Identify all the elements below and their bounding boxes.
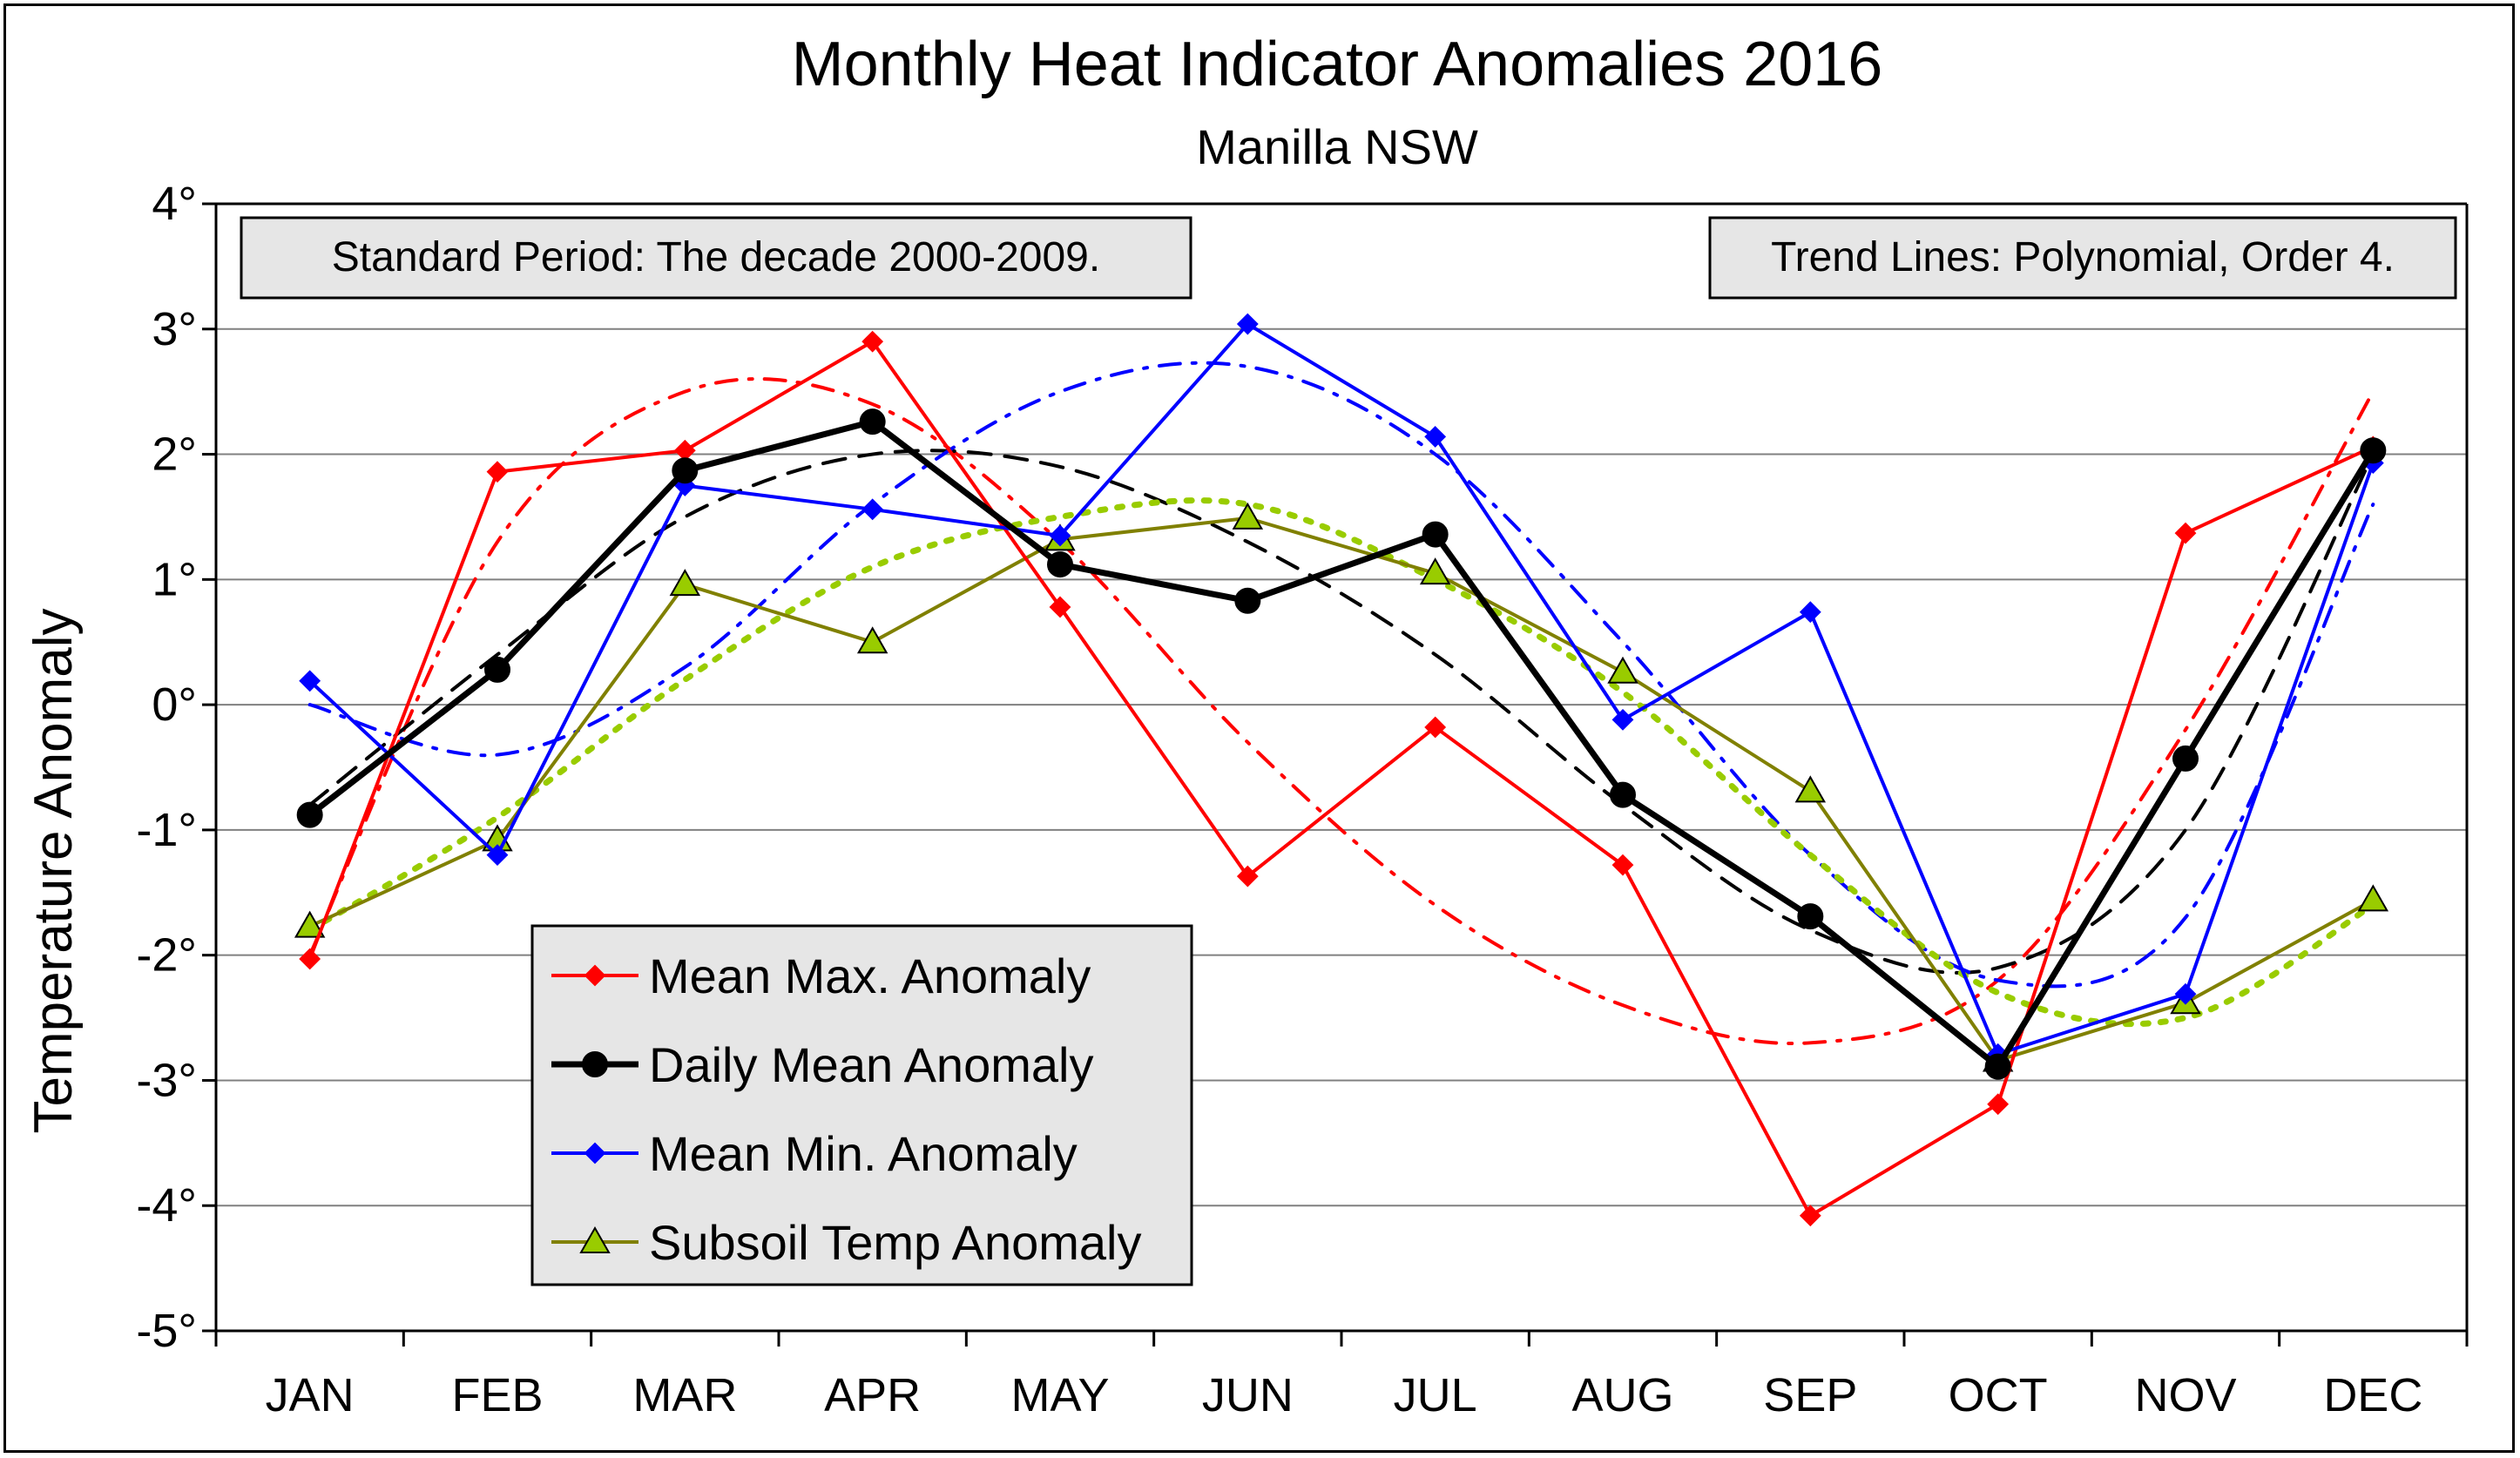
- legend-label: Mean Max. Anomaly: [649, 948, 1091, 1003]
- x-tick-label: OCT: [1949, 1369, 2048, 1421]
- data-point: [2357, 884, 2389, 912]
- trend-line: [307, 361, 2375, 989]
- data-point: [2174, 522, 2197, 544]
- legend-label: Subsoil Temp Anomaly: [649, 1215, 1142, 1270]
- data-point: [1610, 781, 1636, 808]
- data-point: [296, 801, 323, 828]
- series-lines: [294, 313, 2389, 1227]
- trend-lines-note-text: Trend Lines: Polynomial, Order 4.: [1771, 234, 2395, 280]
- data-point: [1424, 426, 1447, 448]
- data-point: [856, 626, 888, 654]
- y-tick-label: 0°: [152, 678, 197, 731]
- standard-period-note: Standard Period: The decade 2000-2009.: [240, 216, 1192, 300]
- data-point: [669, 569, 701, 597]
- data-point: [2360, 437, 2387, 464]
- x-tick-label: FEB: [451, 1369, 543, 1421]
- data-point: [584, 1142, 606, 1164]
- data-point: [1799, 1205, 1821, 1227]
- y-tick-label: 1°: [152, 553, 197, 605]
- x-tick-label: NOV: [2134, 1369, 2236, 1421]
- series-line: [307, 418, 2376, 1070]
- series-line: [308, 516, 2375, 1063]
- y-axis-label: Temperature Anomaly: [24, 608, 84, 1133]
- data-point: [1049, 596, 1071, 618]
- data-point: [1049, 524, 1071, 547]
- data-point: [1422, 521, 1449, 548]
- legend-label: Mean Min. Anomaly: [649, 1126, 1078, 1181]
- data-point: [1234, 587, 1261, 614]
- trend-lines-note: Trend Lines: Polynomial, Order 4.: [1708, 216, 2457, 300]
- tick-labels: 4° 3° 2° 1° 0° -1° -2° -3° -4° -5° JAN FEB MAR APR MAY…: [136, 178, 2422, 1421]
- data-point: [1611, 708, 1634, 731]
- data-point: [486, 461, 509, 483]
- data-point: [1607, 656, 1638, 684]
- y-tick-label: 2°: [152, 429, 197, 481]
- legend: Mean Max. Anomaly Daily Mean Anomaly Mean …: [530, 924, 1193, 1286]
- data-point: [2174, 982, 2197, 1005]
- x-tick-label: SEP: [1763, 1369, 1857, 1421]
- x-tick-label: AUG: [1571, 1369, 1673, 1421]
- data-point: [1799, 601, 1821, 624]
- data-point: [673, 439, 696, 462]
- data-point: [1232, 502, 1264, 530]
- trend-line: [307, 449, 2375, 975]
- data-point: [861, 330, 884, 353]
- y-tick-label: 4°: [152, 178, 197, 230]
- y-tick-label: -4°: [136, 1179, 197, 1232]
- data-point: [861, 498, 884, 521]
- data-point: [1047, 551, 1073, 578]
- series-line: [308, 322, 2375, 1056]
- data-point: [1984, 1053, 2011, 1080]
- data-point: [1424, 716, 1447, 739]
- data-point: [1797, 903, 1824, 930]
- x-tick-label: JAN: [266, 1369, 355, 1421]
- data-point: [672, 457, 699, 484]
- data-point: [1611, 854, 1634, 876]
- data-point: [299, 948, 321, 970]
- y-tick-label: -2°: [136, 929, 197, 982]
- x-tick-label: DEC: [2323, 1369, 2422, 1421]
- x-tick-label: APR: [824, 1369, 921, 1421]
- axes: [202, 202, 2469, 1347]
- data-point: [584, 964, 606, 987]
- data-point: [1987, 1093, 2010, 1116]
- x-tick-label: JUN: [1202, 1369, 1294, 1421]
- standard-period-note-text: Standard Period: The decade 2000-2009.: [332, 234, 1100, 280]
- data-point: [1236, 865, 1259, 888]
- data-point: [1236, 313, 1259, 335]
- data-point: [859, 408, 886, 435]
- data-point: [299, 670, 321, 692]
- chart-title: Monthly Heat Indicator Anomalies 2016: [792, 30, 1883, 99]
- x-tick-label: JUL: [1394, 1369, 1477, 1421]
- legend-label: Daily Mean Anomaly: [649, 1037, 1093, 1092]
- data-point: [1419, 557, 1451, 585]
- x-tick-label: MAR: [632, 1369, 737, 1421]
- legend-box: [530, 924, 1193, 1286]
- data-point: [582, 1051, 608, 1077]
- data-point: [294, 910, 326, 938]
- series-line: [307, 340, 2375, 1218]
- y-tick-label: -3°: [136, 1054, 197, 1106]
- data-point: [579, 1225, 611, 1253]
- x-tick-label: MAY: [1010, 1369, 1109, 1421]
- data-point: [2172, 745, 2199, 772]
- y-tick-label: 3°: [152, 303, 197, 355]
- data-point: [484, 656, 510, 683]
- data-point: [1794, 775, 1827, 803]
- chart-subtitle: Manilla NSW: [1196, 119, 1478, 174]
- trend-line: [307, 377, 2375, 1045]
- y-tick-label: -1°: [136, 804, 197, 856]
- data-point: [486, 844, 509, 867]
- y-tick-label: -5°: [136, 1305, 197, 1357]
